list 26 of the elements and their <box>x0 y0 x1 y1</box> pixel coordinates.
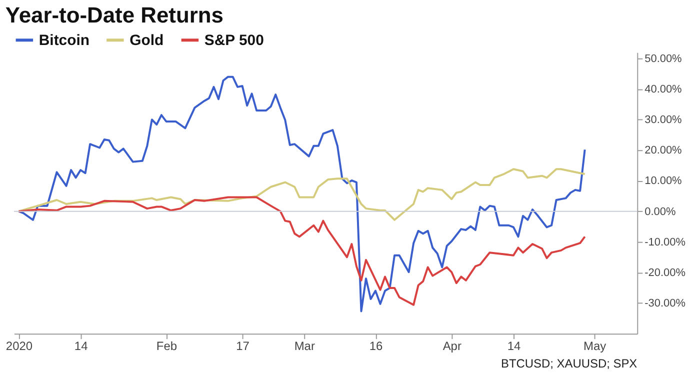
y-tick-label: -30.00% <box>644 298 686 310</box>
y-tick-label: -20.00% <box>644 266 686 279</box>
line-series <box>18 196 586 306</box>
x-tick-label: 14 <box>74 339 88 354</box>
y-tick-label: 10.00% <box>644 175 682 188</box>
legend-label: S&P 500 <box>204 32 264 50</box>
x-tick-label: 17 <box>236 339 250 354</box>
y-tick-label: 20.00% <box>644 144 682 157</box>
x-tick-label: Mar <box>294 339 315 354</box>
y-tick-label: 0.00% <box>644 206 676 218</box>
chart-title: Year-to-Date Returns <box>5 2 224 28</box>
line-series <box>18 168 586 221</box>
text: BTCUSD; XAUUSD; SPX <box>500 356 638 370</box>
y-tick-label: 30.00% <box>644 114 682 126</box>
x-tick-label: 14 <box>507 339 521 354</box>
y-tick-label: 50.00% <box>644 52 682 65</box>
x-tick-label: 2020 <box>6 339 33 354</box>
y-tick-label: -10.00% <box>644 236 686 248</box>
x-tick-label: Feb <box>156 339 178 354</box>
line-series <box>18 76 586 312</box>
x-tick-label: Apr <box>442 339 462 354</box>
x-tick-label: May <box>584 339 606 354</box>
legend-label: Gold <box>130 32 164 50</box>
x-tick-label: 16 <box>369 339 384 354</box>
y-tick-label: 40.00% <box>644 84 682 96</box>
legend-label: Bitcoin <box>38 32 90 50</box>
